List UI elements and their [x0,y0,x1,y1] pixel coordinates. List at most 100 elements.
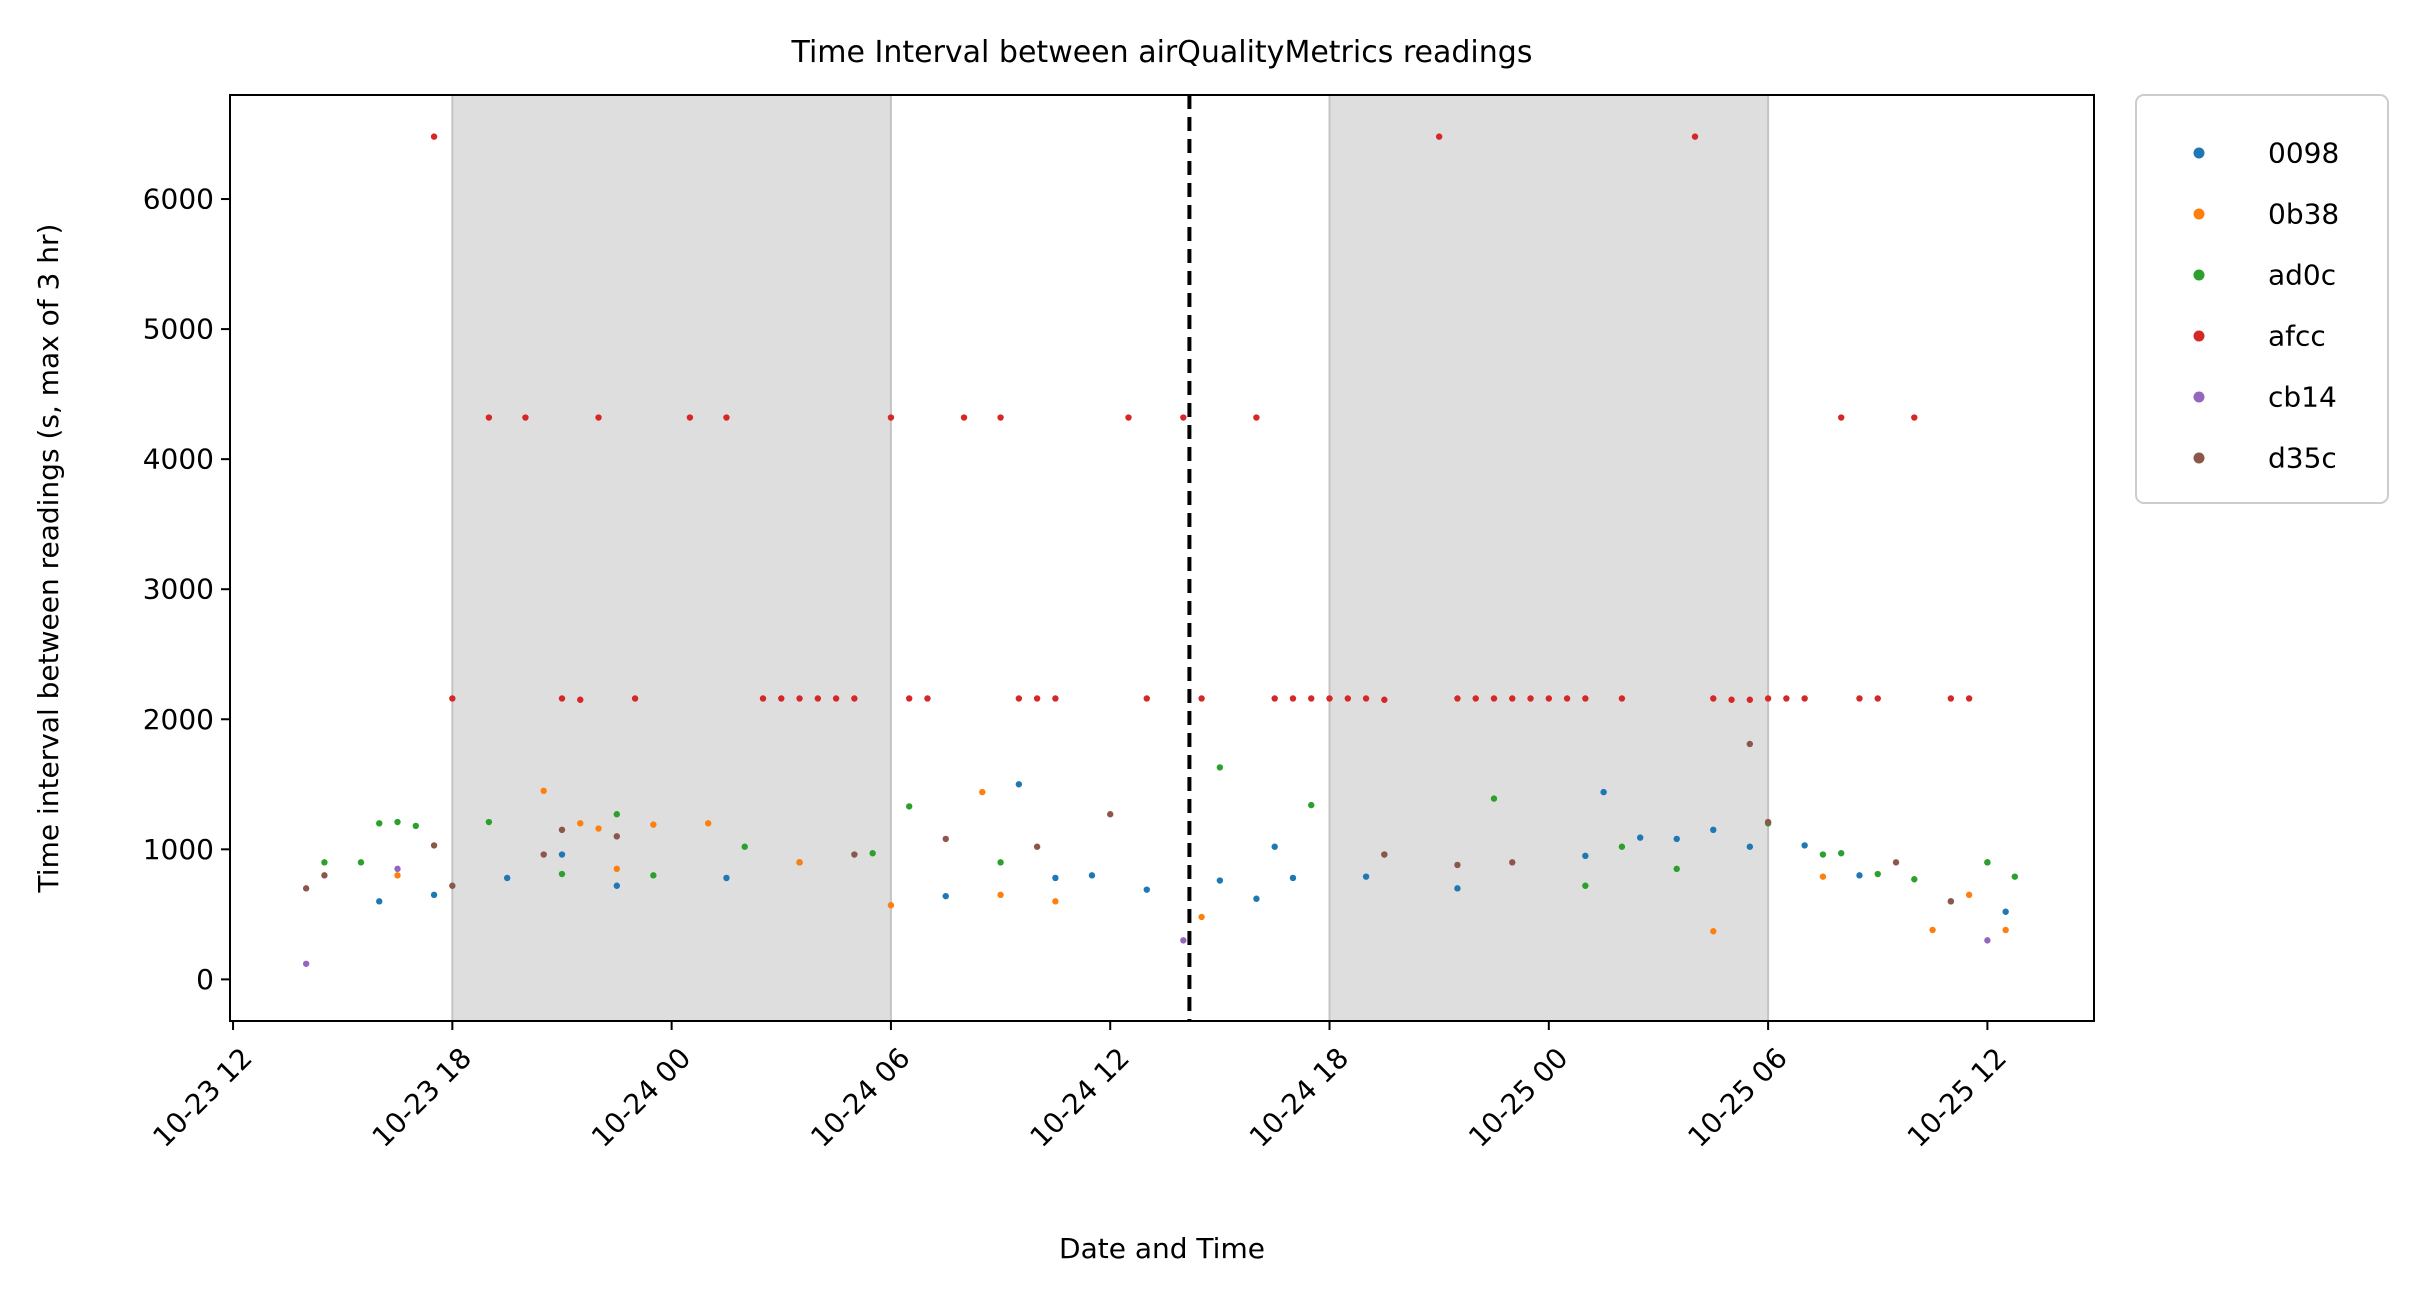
point-afcc-57 [1947,695,1955,702]
point-d35c-17 [1947,898,1955,905]
point-afcc-23 [1052,695,1059,702]
y-tick-label-2: 2000 [143,703,214,736]
legend-label-cb14: cb14 [2268,381,2337,414]
legend-label-0098: 0098 [2268,137,2339,170]
point-afcc-16 [887,414,895,421]
point-afcc-21 [1015,695,1023,702]
x-axis-label: Date and Time [1059,1232,1265,1265]
point-afcc-19 [960,414,968,421]
point-0098-9 [1052,874,1059,882]
point-0b38-0 [394,872,401,879]
point-afcc-41 [1527,695,1534,702]
point-cb14-1 [394,865,401,873]
point-d35c-3 [449,882,456,889]
point-ad0c-25 [1984,859,1991,866]
series-0b38 [394,787,2009,935]
point-afcc-26 [1180,414,1187,421]
point-afcc-29 [1271,695,1278,702]
point-cb14-2 [1180,937,1187,944]
point-0098-11 [1143,886,1150,893]
legend-item-ad0c: ad0c [2193,259,2336,292]
point-d35c-11 [1381,851,1388,858]
point-0b38-2 [577,820,584,827]
point-afcc-44 [1582,695,1589,702]
point-afcc-53 [1838,414,1845,421]
point-0098-16 [1362,873,1370,880]
point-d35c-15 [1764,818,1772,826]
point-ad0c-0 [321,859,328,866]
point-0098-20 [1636,834,1644,841]
point-afcc-35 [1381,696,1388,703]
point-afcc-25 [1143,695,1150,702]
point-ad0c-19 [1673,865,1680,873]
point-d35c-7 [851,851,858,858]
point-0b38-6 [704,820,712,827]
legend-marker-d35c [2193,452,2205,464]
point-0b38-17 [2002,926,2009,934]
point-ad0c-2 [376,820,383,827]
point-afcc-9 [723,414,730,421]
point-afcc-36 [1435,133,1443,140]
point-0098-24 [1801,842,1808,849]
point-afcc-51 [1783,695,1790,702]
point-ad0c-1 [357,859,365,866]
point-0b38-9 [979,788,986,796]
shaded-periods [451,94,1770,1022]
series-0098 [376,781,2009,915]
point-d35c-5 [558,826,566,834]
point-afcc-40 [1509,695,1516,702]
legend-item-0098: 0098 [2193,137,2339,170]
point-0b38-4 [613,865,621,873]
point-0098-17 [1454,885,1461,892]
point-afcc-34 [1362,695,1370,702]
legend-label-0b38: 0b38 [2268,198,2339,231]
point-ad0c-16 [1490,795,1498,802]
y-tick-label-1: 1000 [143,833,214,866]
legend-marker-0098 [2193,147,2205,159]
y-axis-label: Time interval between readings (s, max o… [32,224,65,894]
legend-item-cb14: cb14 [2193,381,2337,414]
point-0b38-15 [1929,926,1936,934]
point-d35c-14 [1746,740,1754,748]
point-afcc-6 [595,414,602,421]
point-afcc-0 [430,133,438,140]
point-ad0c-10 [869,850,876,857]
point-afcc-58 [1965,695,1973,702]
point-afcc-38 [1472,695,1479,702]
point-0098-23 [1746,843,1754,850]
point-d35c-6 [613,833,621,840]
legend-label-ad0c: ad0c [2268,259,2336,292]
point-ad0c-9 [741,843,748,850]
legend-marker-0b38 [2193,208,2205,220]
point-0098-0 [376,898,383,905]
point-afcc-45 [1618,695,1626,702]
point-0098-25 [1856,872,1863,879]
point-afcc-18 [924,695,931,702]
chart-title: Time Interval between airQualityMetrics … [791,35,1533,70]
point-ad0c-11 [906,803,913,810]
point-ad0c-13 [1216,764,1224,771]
point-afcc-20 [997,414,1004,421]
point-ad0c-14 [1308,801,1315,809]
point-afcc-22 [1033,695,1041,702]
y-tick-label-5: 5000 [143,313,214,346]
point-ad0c-18 [1618,843,1626,850]
point-afcc-49 [1746,696,1754,703]
y-tick-label-4: 4000 [143,443,214,476]
night-shade-0 [451,94,892,1022]
point-d35c-2 [430,842,438,849]
point-0098-1 [430,891,438,899]
point-d35c-13 [1509,859,1516,866]
point-0b38-11 [1052,898,1059,905]
point-0b38-14 [1819,873,1827,880]
point-ad0c-7 [613,811,621,818]
point-0098-15 [1289,874,1297,882]
plot-frame [229,94,2095,1022]
point-ad0c-21 [1819,851,1827,858]
point-d35c-1 [321,872,328,879]
point-afcc-31 [1308,695,1315,702]
point-afcc-5 [577,696,584,703]
point-ad0c-22 [1838,850,1845,857]
point-d35c-12 [1454,861,1461,869]
legend-marker-cb14 [2193,391,2205,403]
